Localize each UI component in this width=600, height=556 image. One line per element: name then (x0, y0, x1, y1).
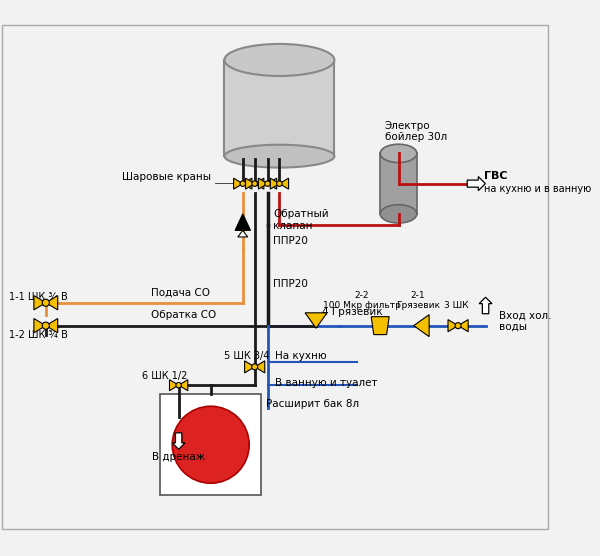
Polygon shape (268, 178, 277, 189)
Text: Электро
бойлер 30л: Электро бойлер 30л (385, 121, 447, 142)
Text: 1-1 ШК ¾ В: 1-1 ШК ¾ В (9, 292, 68, 302)
Polygon shape (467, 177, 485, 191)
Polygon shape (245, 178, 254, 189)
Ellipse shape (224, 145, 334, 167)
Bar (224, 60, 334, 156)
Text: В дренаж: В дренаж (152, 452, 205, 462)
Circle shape (252, 181, 257, 186)
Bar (160, 394, 261, 495)
Ellipse shape (224, 44, 334, 76)
Polygon shape (179, 380, 188, 391)
Text: 2-2
100 Мкр фильтр: 2-2 100 Мкр фильтр (323, 291, 401, 310)
Polygon shape (245, 361, 254, 373)
Text: 3 ШК: 3 ШК (444, 301, 469, 310)
Polygon shape (305, 313, 327, 328)
Polygon shape (169, 380, 179, 391)
Polygon shape (458, 320, 468, 332)
Circle shape (172, 406, 249, 483)
Bar (380, 153, 417, 214)
Circle shape (251, 364, 258, 370)
Text: Шаровые краны: Шаровые краны (122, 172, 211, 182)
Text: 6 ШК 1/2: 6 ШК 1/2 (142, 371, 187, 381)
Text: Обратный
клапан: Обратный клапан (273, 210, 329, 231)
Polygon shape (254, 178, 264, 189)
Circle shape (176, 383, 181, 388)
Circle shape (42, 322, 49, 329)
Text: Обратка СО: Обратка СО (151, 310, 217, 320)
Polygon shape (34, 319, 46, 333)
Polygon shape (280, 178, 289, 189)
Polygon shape (414, 315, 429, 336)
Text: ППР20: ППР20 (273, 280, 308, 290)
Polygon shape (233, 178, 243, 189)
Polygon shape (479, 297, 492, 314)
Polygon shape (243, 178, 252, 189)
Text: Вход хол.
воды: Вход хол. воды (499, 310, 552, 332)
Polygon shape (448, 320, 458, 332)
Polygon shape (172, 433, 185, 449)
Ellipse shape (380, 205, 417, 223)
Text: 5 ШК 3/4: 5 ШК 3/4 (224, 351, 270, 361)
Polygon shape (34, 296, 46, 310)
Text: 1-2 ШК ¾ В: 1-2 ШК ¾ В (9, 330, 68, 340)
Polygon shape (235, 214, 250, 230)
Ellipse shape (380, 144, 417, 162)
Polygon shape (238, 230, 248, 237)
Polygon shape (254, 361, 265, 373)
Circle shape (455, 322, 461, 329)
Polygon shape (371, 317, 389, 335)
Text: В ванную и туалет: В ванную и туалет (275, 378, 377, 388)
Text: На кухню: На кухню (275, 351, 326, 361)
Polygon shape (259, 178, 268, 189)
Text: Расширит бак 8л: Расширит бак 8л (266, 399, 359, 409)
Circle shape (277, 181, 282, 186)
Text: ППР20: ППР20 (273, 236, 308, 246)
Circle shape (265, 181, 270, 186)
Polygon shape (46, 319, 58, 333)
Circle shape (240, 181, 245, 186)
Polygon shape (270, 178, 280, 189)
Polygon shape (46, 296, 58, 310)
Text: Подача СО: Подача СО (151, 287, 210, 297)
Text: 2-1
Грязевик: 2-1 Грязевик (396, 291, 440, 310)
Circle shape (42, 299, 49, 306)
Text: ГВС: ГВС (484, 171, 507, 181)
Text: на кухню и в ванную: на кухню и в ванную (484, 184, 591, 194)
Text: 4 Грязевик: 4 Грязевик (322, 307, 383, 317)
